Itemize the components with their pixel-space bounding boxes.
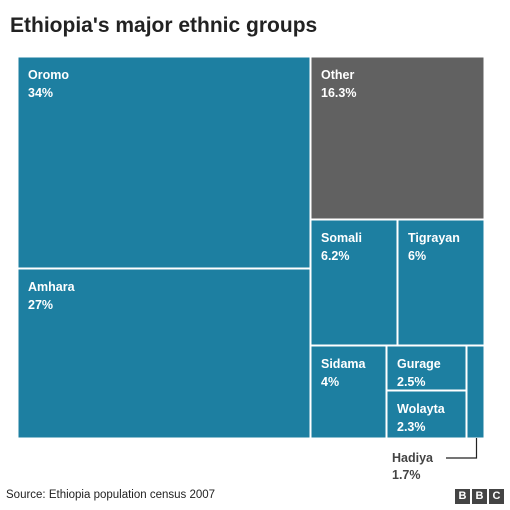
value-somali: 6.2% [321,249,350,263]
value-amhara: 27% [28,298,53,312]
label-somali: Somali [321,231,362,245]
chart-title: Ethiopia's major ethnic groups [10,14,318,37]
label-sidama: Sidama [321,357,367,371]
treemap-chart: Oromo 34% Other 16.3% Amhara 27% Somali 6.2% Tig… [17,56,485,482]
bbc-logo-letter-1: B [455,489,470,504]
label-wolayta: Wolayta [397,402,446,416]
tile-tigrayan [397,219,485,346]
tile-wolayta [386,390,467,439]
label-oromo: Oromo [28,68,69,82]
value-sidama: 4% [321,375,339,389]
value-wolayta: 2.3% [397,420,426,434]
value-oromo: 34% [28,86,53,100]
label-other: Other [321,68,354,82]
bbc-logo-letter-2: B [472,489,487,504]
tile-hadiya [466,345,485,439]
value-tigrayan: 6% [408,249,426,263]
tile-amhara [17,268,311,439]
tile-sidama [310,345,387,439]
label-gurage: Gurage [397,357,441,371]
hadiya-leader-line [446,438,478,459]
label-tigrayan: Tigrayan [408,231,460,245]
value-gurage: 2.5% [397,375,426,389]
source-note: Source: Ethiopia population census 2007 [6,489,216,501]
tile-oromo [17,56,311,269]
bbc-logo-letter-3: C [489,489,504,504]
value-hadiya: 1.7% [392,468,421,482]
tile-somali [310,219,398,346]
label-hadiya: Hadiya [392,451,434,465]
value-other: 16.3% [321,86,356,100]
label-amhara: Amhara [28,280,76,294]
bbc-logo: B B C [455,489,504,504]
tile-other [310,56,485,220]
tile-gurage [386,345,467,391]
